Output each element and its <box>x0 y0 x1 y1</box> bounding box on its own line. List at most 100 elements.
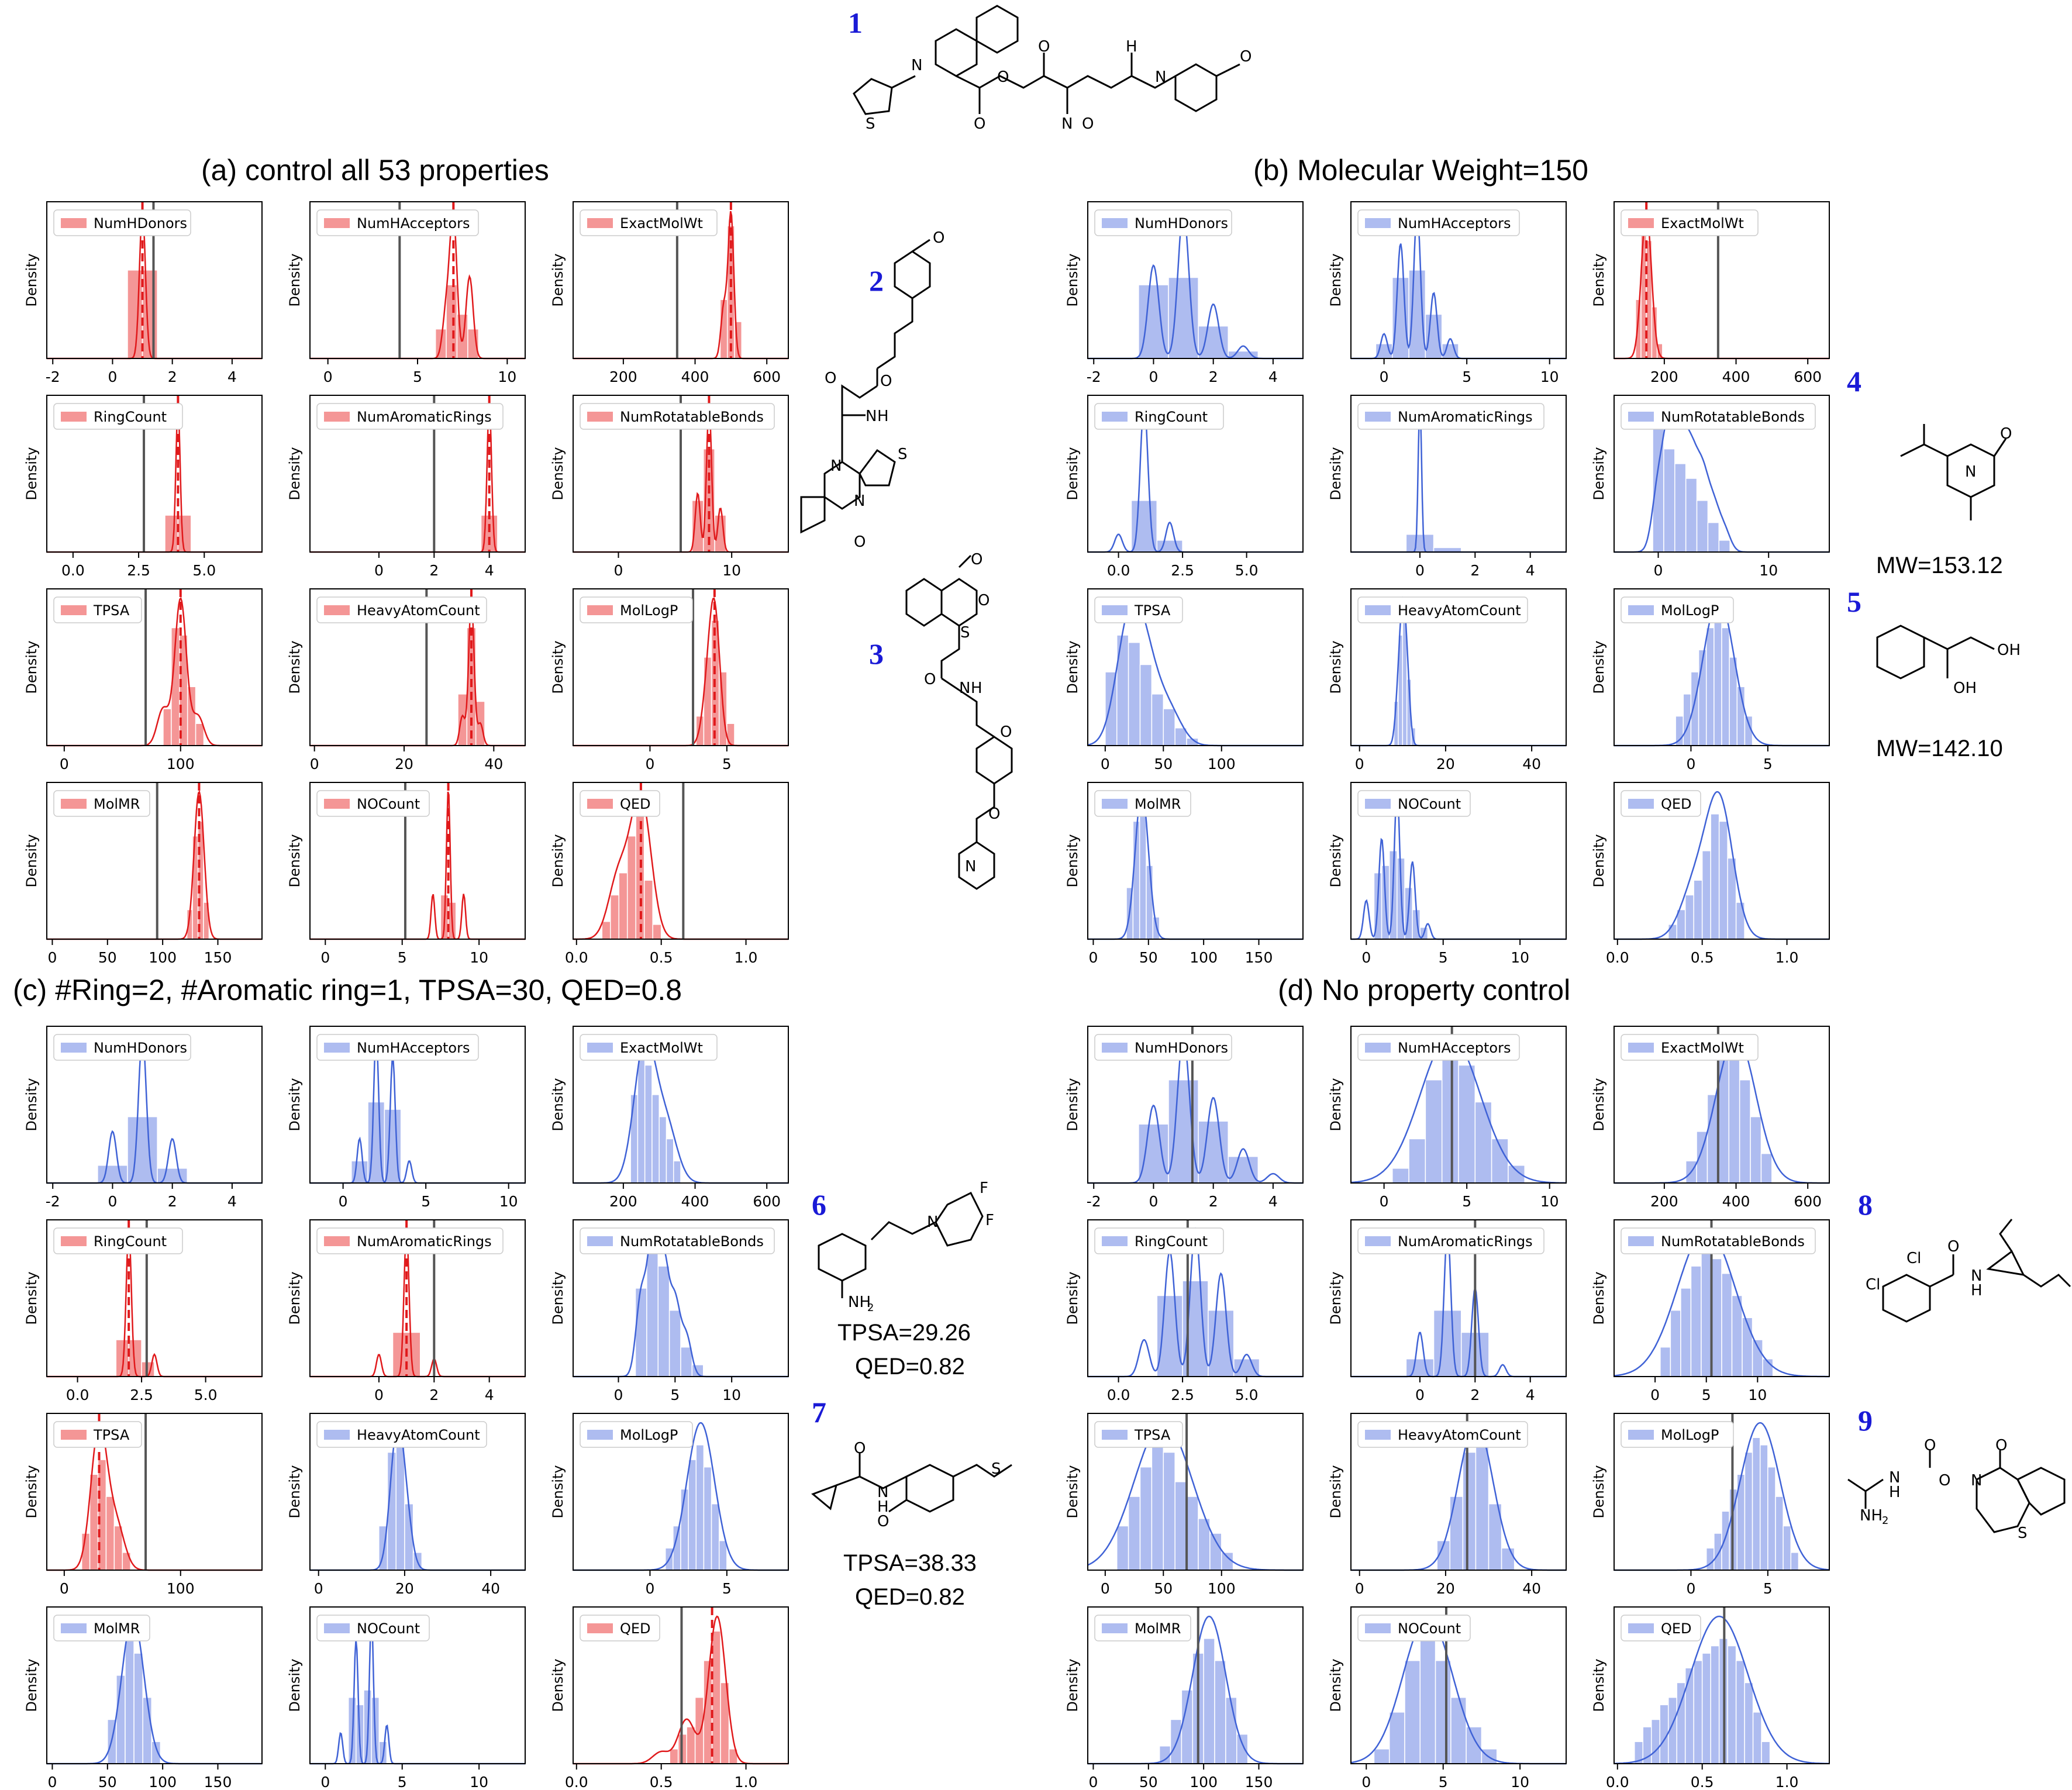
legend-box <box>580 1227 775 1254</box>
x-tick-label: 0 <box>310 756 319 772</box>
subplot-ringcount: 0.0 2.5 5.0 Density RingCount <box>1064 1219 1304 1403</box>
subplot-molmr: 0 50 100 150 Density MolMR <box>23 782 263 966</box>
histogram-bar <box>1373 1748 1390 1764</box>
x-tick-label: 0.0 <box>1606 1774 1629 1790</box>
legend-swatch <box>1102 1236 1128 1246</box>
y-axis-label: Density <box>1328 1658 1344 1712</box>
legend: QED <box>1621 1615 1701 1641</box>
legend-box <box>53 209 191 236</box>
y-axis-label: Density <box>1591 253 1607 306</box>
x-tick-label: 0.0 <box>565 1774 588 1790</box>
y-axis-label: Density <box>287 1465 303 1518</box>
axes-frame <box>1087 588 1304 746</box>
legend-swatch <box>1365 412 1391 422</box>
legend: NumAromaticRings <box>1357 403 1544 430</box>
axes-frame <box>46 1606 263 1764</box>
histogram-bar <box>680 1346 693 1377</box>
x-tick-label: 100 <box>149 949 177 966</box>
legend-box <box>1357 790 1471 817</box>
molecule-7-atom: O <box>877 1513 889 1530</box>
histogram-bar <box>1742 1317 1753 1377</box>
x-tick-label: 5.0 <box>192 562 216 579</box>
histogram-bar <box>1690 671 1699 746</box>
y-axis-label: Density <box>1064 447 1081 500</box>
molecule-1-structure: N S O O O N O N H O <box>853 5 1252 133</box>
molecule-1-atom: O <box>1240 48 1252 65</box>
histogram-bar <box>122 1552 131 1571</box>
x-tick-label: 0 <box>60 1580 69 1597</box>
axes-frame <box>1614 588 1830 746</box>
legend-box <box>1094 596 1183 623</box>
histogram-bar <box>711 1503 720 1571</box>
subplot-nocount: 0 5 10 Density NOCount <box>1328 1606 1567 1790</box>
legend-swatch <box>1365 605 1391 615</box>
histogram-bar <box>1674 463 1687 553</box>
x-tick-label: 2.5 <box>130 1387 153 1403</box>
histogram-bar <box>1163 1451 1175 1571</box>
x-tick-label: 0.5 <box>1691 949 1714 966</box>
x-tick-label: 2 <box>1470 1387 1480 1403</box>
legend: TPSA <box>53 1421 142 1448</box>
legend-box <box>1357 403 1544 430</box>
subplot-qed: 0.0 0.5 1.0 Density QED <box>1591 782 1830 966</box>
histogram-bar <box>456 313 468 359</box>
legend-box <box>53 1034 191 1061</box>
subplot-tpsa: 0 50 100 Density TPSA <box>1064 588 1304 772</box>
x-tick-label: 100 <box>1190 1774 1218 1790</box>
subplot-nocount: 0 5 10 Density NOCount <box>287 782 526 966</box>
y-axis-label: Density <box>1591 640 1607 694</box>
legend-label: HeavyAtomCount <box>1398 602 1521 619</box>
molecule-4-weight: MW=153.12 <box>1876 553 2003 578</box>
y-axis-label: Density <box>1328 1271 1344 1325</box>
legend-box <box>316 1227 504 1254</box>
legend-swatch <box>587 1623 613 1633</box>
x-tick-label: 5.0 <box>194 1387 218 1403</box>
y-axis-label: Density <box>23 1078 40 1131</box>
x-tick-label: 0 <box>320 1774 330 1790</box>
y-axis-label: Density <box>1064 1658 1081 1712</box>
x-tick-label: 50 <box>1154 756 1173 772</box>
histogram-bar <box>668 1309 681 1377</box>
legend: ExactMolWt <box>580 1034 718 1061</box>
legend: ExactMolWt <box>580 209 718 236</box>
x-tick-label: 0 <box>314 1580 323 1597</box>
axes-frame <box>46 1026 263 1184</box>
subplot-heavyatomcount: 0 20 40 Density HeavyAtomCount <box>287 588 526 772</box>
histogram-bar <box>1684 1667 1694 1764</box>
molecule-6-number: 6 <box>812 1188 826 1221</box>
histogram-bar <box>1735 1660 1745 1764</box>
y-axis-label: Density <box>1591 1465 1607 1518</box>
histogram-bar <box>1151 1444 1164 1571</box>
molecule-9-structure: NH 2 N H O O O N S <box>1847 1437 2066 1542</box>
histogram-bar <box>1501 1547 1515 1571</box>
histogram-bar <box>1168 277 1199 359</box>
axes-frame <box>1087 1026 1304 1184</box>
x-tick-label: 0.0 <box>1107 1387 1130 1403</box>
x-tick-label: 10 <box>722 1387 741 1403</box>
legend-box <box>1357 209 1520 236</box>
histogram-bar <box>669 1748 679 1764</box>
legend: NumRotatableBonds <box>1621 1227 1816 1254</box>
x-tick-label: 0.5 <box>1691 1774 1714 1790</box>
axes-frame <box>573 1026 789 1184</box>
histogram-bar <box>1739 1079 1751 1184</box>
panel-b-title: (b) Molecular Weight=150 <box>1253 154 1588 187</box>
molecule-9-atom: NH <box>1860 1507 1883 1525</box>
legend: HeavyAtomCount <box>316 1421 487 1448</box>
legend-box <box>580 596 693 623</box>
legend: NumAromaticRings <box>1357 1227 1544 1254</box>
molecule-2-atom: O <box>854 533 866 551</box>
legend-label: QED <box>1661 796 1692 812</box>
histogram-bar <box>1146 865 1154 940</box>
histogram-bar <box>694 1696 704 1764</box>
legend-swatch <box>324 799 350 809</box>
molecule-7-atom: H <box>877 1498 889 1516</box>
x-tick-label: 20 <box>1436 1580 1455 1597</box>
legend-box <box>53 1615 150 1641</box>
histogram-bar <box>1441 343 1459 359</box>
histogram-bar <box>127 1116 158 1184</box>
x-tick-label: 400 <box>1722 1193 1750 1210</box>
subplot-exactmolwt: 200 400 600 Density ExactMolWt <box>1591 1026 1830 1210</box>
legend-label: MolMR <box>94 796 140 812</box>
histogram-bar <box>666 1138 674 1184</box>
